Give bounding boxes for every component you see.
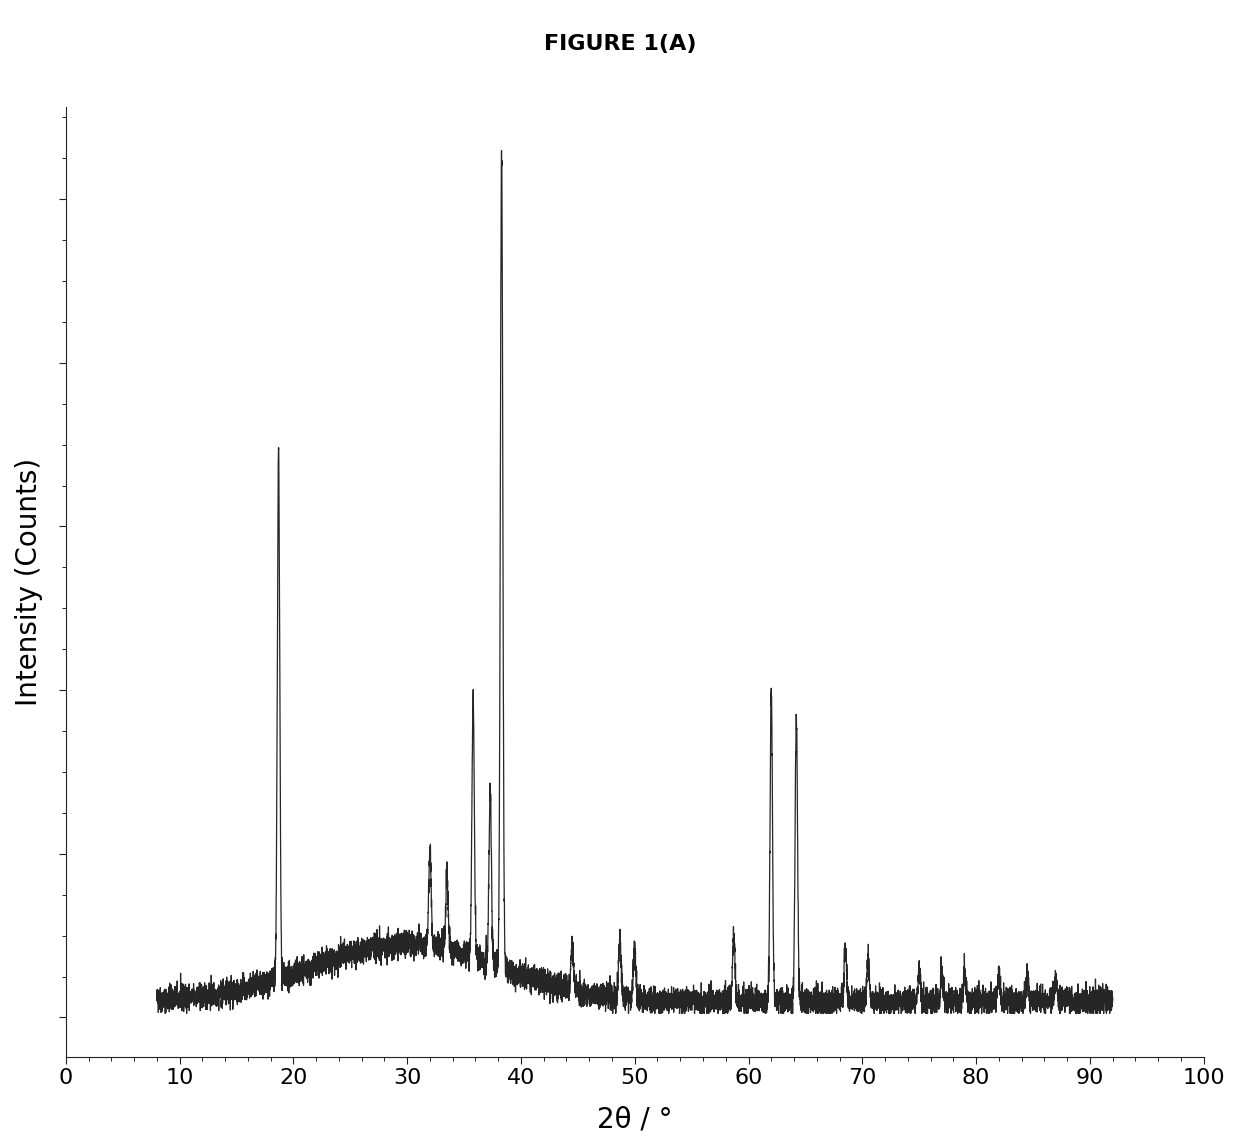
Text: FIGURE 1(A): FIGURE 1(A): [544, 34, 696, 54]
X-axis label: 2θ / °: 2θ / °: [596, 1106, 672, 1133]
Y-axis label: Intensity (Counts): Intensity (Counts): [15, 458, 43, 706]
